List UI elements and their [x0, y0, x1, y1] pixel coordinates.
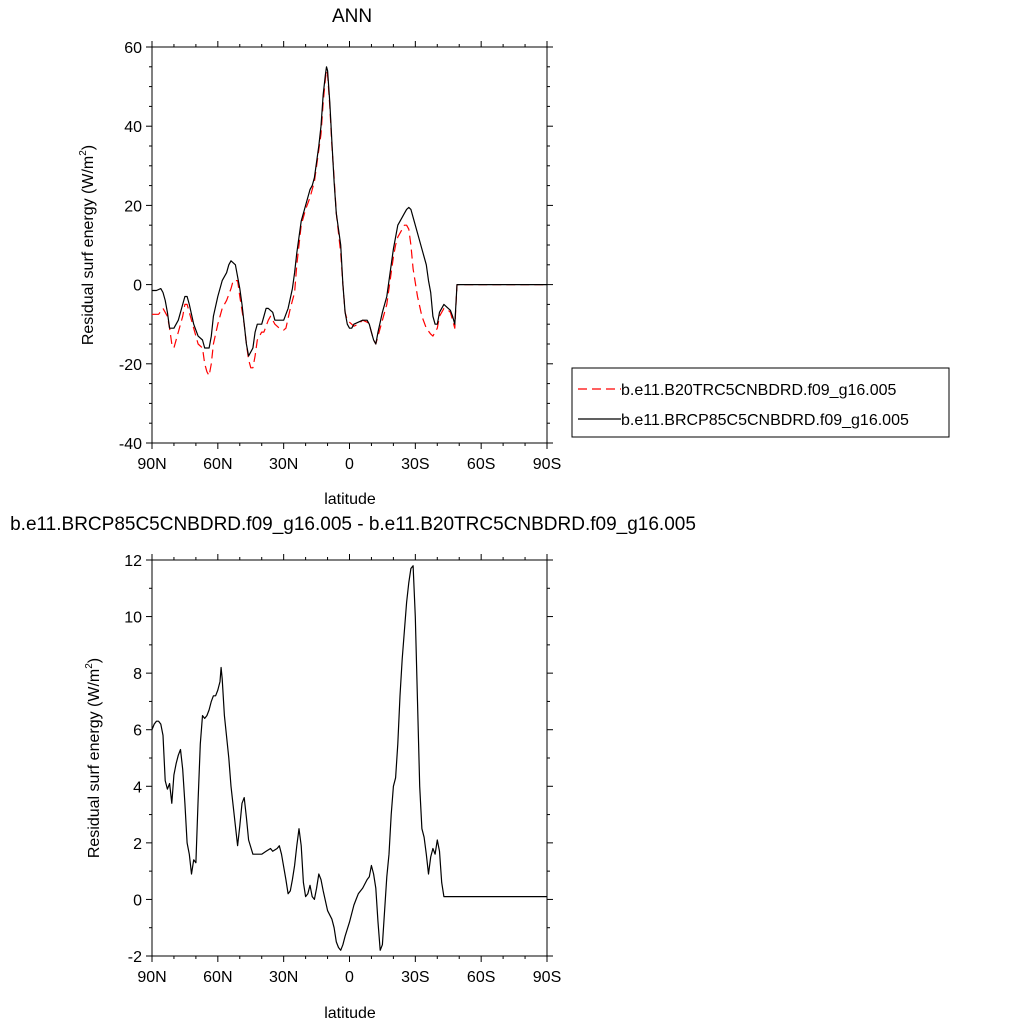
- top-plot-frame: [151, 46, 548, 444]
- top-x-tick-labels: 90N 60N 30N 0 30S 60S 90S: [137, 456, 561, 473]
- x-tick-label: 60N: [203, 456, 232, 473]
- x-tick-label: 0: [345, 456, 354, 473]
- y-tick-label: -20: [119, 357, 142, 374]
- series-line-difference: [151, 565, 547, 951]
- x-tick-label: 90S: [533, 969, 561, 986]
- y-tick-label: -2: [128, 949, 142, 966]
- top-chart-title: ANN: [332, 6, 372, 27]
- x-tick-label: 30N: [269, 456, 298, 473]
- y-tick-label: 20: [124, 198, 142, 215]
- y-tick-label: 8: [133, 666, 142, 683]
- top-y-axis-label: Residual surf energy (W/m2): [78, 145, 97, 345]
- y-tick-label: 12: [124, 553, 142, 570]
- top-panel: ANN -40 -20 0 20 40 60 90N 60N 30N 0 30S 60S 90S la…: [78, 6, 950, 508]
- top-series-lines: [152, 66, 547, 377]
- bottom-y-axis-label: Residual surf energy (W/m2): [84, 658, 103, 858]
- x-tick-label: 30S: [401, 456, 429, 473]
- x-tick-label: 30N: [269, 969, 298, 986]
- series-line-historical: [152, 70, 547, 377]
- top-x-axis-label: latitude: [324, 491, 376, 508]
- x-tick-label: 60S: [467, 456, 495, 473]
- bottom-axis-ticks: [146, 554, 553, 962]
- bottom-x-tick-labels: 90N 60N 30N 0 30S 60S 90S: [137, 969, 561, 986]
- y-tick-label: -40: [119, 436, 142, 453]
- legend-label-historical: b.e11.B20TRC5CNBDRD.f09_g16.005: [621, 382, 897, 399]
- x-tick-label: 60S: [467, 969, 495, 986]
- top-y-tick-labels: -40 -20 0 20 40 60: [119, 40, 142, 453]
- x-tick-label: 90N: [137, 969, 166, 986]
- y-tick-label: 0: [133, 892, 142, 909]
- bottom-series-lines: [151, 565, 547, 951]
- legend-label-rcp85: b.e11.BRCP85C5CNBDRD.f09_g16.005: [621, 412, 909, 429]
- bottom-chart-title: b.e11.BRCP85C5CNBDRD.f09_g16.005 - b.e11…: [10, 514, 696, 535]
- y-tick-label: 0: [133, 278, 142, 295]
- bottom-y-tick-labels: -2 0 2 4 6 8 10 12: [124, 553, 142, 966]
- x-tick-label: 90S: [533, 456, 561, 473]
- y-tick-label: 6: [133, 723, 142, 740]
- bottom-panel: b.e11.BRCP85C5CNBDRD.f09_g16.005 - b.e11…: [10, 514, 696, 1022]
- y-tick-label: 10: [124, 610, 142, 627]
- x-tick-label: 0: [345, 969, 354, 986]
- legend-box: [571, 367, 950, 438]
- series-line-rcp85: [152, 66, 547, 357]
- top-axis-ticks: [146, 41, 553, 449]
- bottom-x-axis-label: latitude: [324, 1005, 376, 1022]
- y-tick-label: 4: [133, 779, 142, 796]
- y-tick-label: 40: [124, 119, 142, 136]
- x-tick-label: 30S: [401, 969, 429, 986]
- x-tick-label: 60N: [203, 969, 232, 986]
- x-tick-label: 90N: [137, 456, 166, 473]
- y-tick-label: 2: [133, 836, 142, 853]
- top-legend: b.e11.B20TRC5CNBDRD.f09_g16.005 b.e11.BR…: [571, 367, 950, 438]
- y-tick-label: 60: [124, 40, 142, 57]
